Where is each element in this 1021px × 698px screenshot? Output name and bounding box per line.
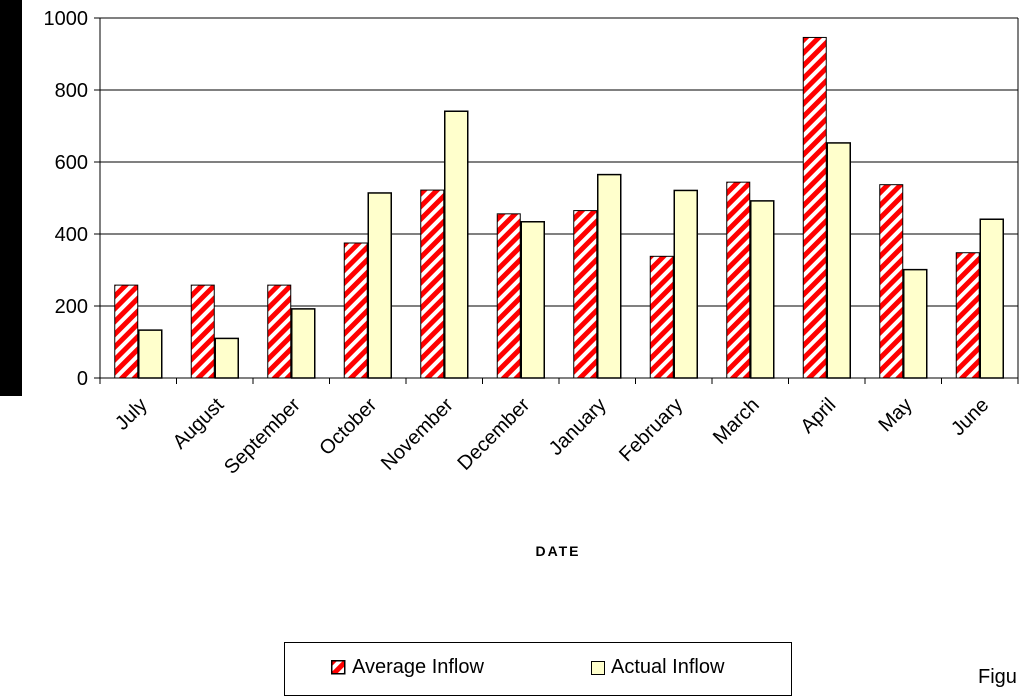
x-tick-label-december: December [453,394,534,475]
bar-average-inflow-may [879,184,904,379]
bar-average-inflow-june [955,252,980,379]
x-tick-label-may: May [875,394,917,436]
x-tick-label-june: June [947,394,993,440]
grid-lines [100,17,1018,307]
bar-actual-inflow-november [444,110,469,379]
bar-average-inflow-october [343,242,368,379]
legend-item-actual-inflow: Actual Inflow [591,656,724,679]
y-tick-label-0: 0 [77,368,88,390]
bar-average-inflow-january [573,210,598,379]
bar-actual-inflow-july [138,329,163,379]
x-tick-label-january: January [545,394,611,460]
bar-actual-inflow-october [367,192,392,379]
bar-actual-inflow-february [673,189,698,379]
bar-average-inflow-april [802,36,827,379]
bars-group [114,36,1004,379]
bar-average-inflow-july [114,284,139,379]
legend-swatch-actual-inflow [591,660,605,675]
x-tick-label-july: July [111,394,152,435]
legend-label-average-inflow: Average Inflow [352,656,484,678]
bar-average-inflow-march [726,181,751,379]
x-tick-label-march: March [709,394,764,449]
bar-actual-inflow-may [903,268,928,379]
bar-actual-inflow-august [214,337,239,379]
bar-average-inflow-february [649,255,674,379]
bar-actual-inflow-january [597,173,622,379]
x-tick-label-february: February [615,394,687,466]
figure-label: Figu [978,666,1017,688]
y-tick-label-800: 800 [55,80,88,102]
axes [94,17,1019,384]
legend-swatch-average-inflow [331,660,346,675]
y-tick-label-400: 400 [55,224,88,246]
x-tick-label-november: November [377,394,458,475]
bar-average-inflow-december [496,213,521,379]
y-tick-label-600: 600 [55,152,88,174]
bar-actual-inflow-june [979,218,1004,379]
x-axis-label: DATE [535,543,580,559]
legend-item-average-inflow: Average Inflow [331,656,484,679]
bar-average-inflow-september [267,284,292,379]
bar-actual-inflow-april [826,142,851,379]
bar-average-inflow-november [420,189,445,379]
legend-label-actual-inflow: Actual Inflow [611,656,725,678]
chart-legend: Average Inflow Actual Inflow [284,642,792,696]
x-tick-label-august: August [169,394,229,454]
y-tick-label-200: 200 [55,296,88,318]
y-tick-label-1000: 1000 [44,8,89,30]
x-tick-label-april: April [796,394,840,438]
x-tick-label-september: September [220,394,305,479]
y-tick-labels: 0 200 400 600 800 1000 [44,8,89,390]
bar-actual-inflow-september [291,308,316,379]
left-edge-bar [0,0,22,396]
bar-actual-inflow-march [750,200,775,379]
x-tick-label-october: October [315,394,381,460]
bar-average-inflow-august [190,284,215,379]
bar-actual-inflow-december [520,221,545,379]
